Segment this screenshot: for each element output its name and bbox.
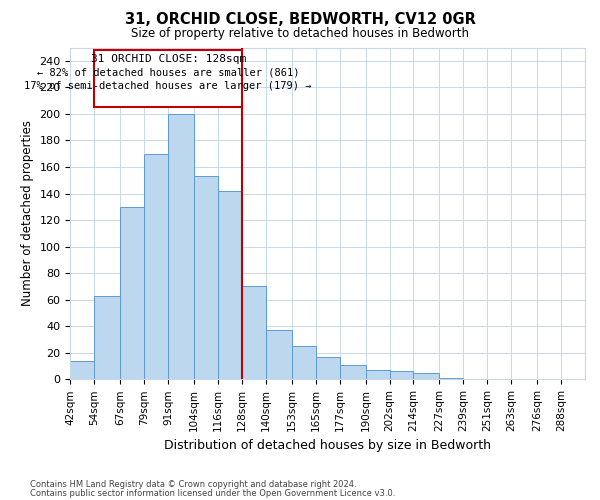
Bar [316, 357, 340, 380]
Bar [194, 176, 218, 380]
Bar [292, 346, 316, 380]
Bar [413, 372, 439, 380]
Text: Contains public sector information licensed under the Open Government Licence v3: Contains public sector information licen… [30, 489, 395, 498]
Bar [340, 364, 365, 380]
Bar [266, 330, 292, 380]
Bar [365, 370, 389, 380]
Text: 31 ORCHID CLOSE: 128sqm: 31 ORCHID CLOSE: 128sqm [91, 54, 246, 64]
Bar [389, 372, 413, 380]
Bar [144, 154, 168, 380]
Text: ← 82% of detached houses are smaller (861): ← 82% of detached houses are smaller (86… [37, 68, 299, 78]
X-axis label: Distribution of detached houses by size in Bedworth: Distribution of detached houses by size … [164, 440, 491, 452]
Text: 17% of semi-detached houses are larger (179) →: 17% of semi-detached houses are larger (… [25, 80, 312, 90]
Bar [70, 360, 94, 380]
Bar [120, 207, 144, 380]
Text: 31, ORCHID CLOSE, BEDWORTH, CV12 0GR: 31, ORCHID CLOSE, BEDWORTH, CV12 0GR [125, 12, 475, 28]
Text: Contains HM Land Registry data © Crown copyright and database right 2024.: Contains HM Land Registry data © Crown c… [30, 480, 356, 489]
Bar [168, 114, 194, 380]
Bar [94, 50, 242, 107]
Bar [94, 296, 120, 380]
Bar [439, 378, 463, 380]
Bar [242, 286, 266, 380]
Y-axis label: Number of detached properties: Number of detached properties [21, 120, 34, 306]
Bar [218, 191, 242, 380]
Text: Size of property relative to detached houses in Bedworth: Size of property relative to detached ho… [131, 28, 469, 40]
